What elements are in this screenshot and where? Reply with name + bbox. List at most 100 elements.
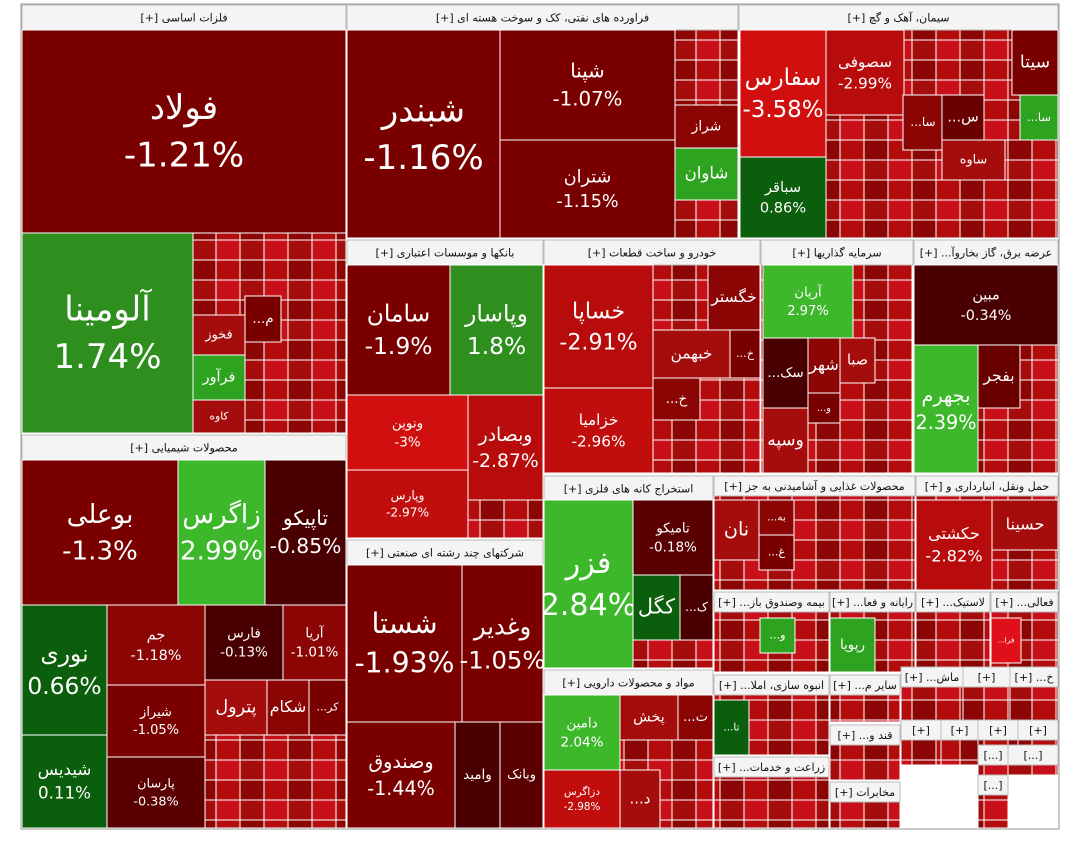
tile[interactable] [21, 232, 194, 434]
tile[interactable] [346, 29, 501, 239]
tile[interactable] [21, 459, 179, 606]
sector-title[interactable]: حمل ونقل، انبارداری و [+] [925, 480, 1049, 493]
tile[interactable] [204, 679, 268, 736]
sector-header[interactable] [977, 774, 1009, 796]
sector-title[interactable]: [...] [983, 749, 1002, 762]
tile[interactable] [1011, 29, 1059, 96]
sector-header[interactable] [543, 475, 714, 502]
sector-title[interactable]: [+] [951, 724, 969, 737]
tile[interactable] [674, 104, 739, 149]
tile[interactable] [177, 459, 266, 606]
sector-header[interactable] [829, 674, 901, 696]
sector-header[interactable] [346, 539, 544, 566]
tile[interactable] [990, 617, 1022, 664]
sector-title[interactable]: سایر م... [+] [833, 679, 897, 692]
tile[interactable] [652, 377, 701, 421]
sector-title[interactable]: خودرو و ساخت قطعات [+] [588, 247, 717, 260]
tile[interactable] [762, 264, 854, 339]
tile[interactable] [829, 617, 876, 673]
tile[interactable] [346, 469, 469, 539]
sector-header[interactable] [829, 781, 901, 803]
tile[interactable] [449, 264, 544, 396]
tile[interactable] [729, 329, 761, 379]
tile[interactable] [21, 604, 108, 736]
sector-header[interactable] [543, 669, 714, 696]
tile[interactable] [632, 574, 681, 641]
sector-title[interactable]: استخراج کانه های فلزی [+] [564, 483, 694, 496]
sector-title[interactable]: [...] [983, 779, 1002, 792]
tile[interactable] [282, 604, 347, 681]
sector-header[interactable] [713, 475, 916, 497]
tile[interactable] [977, 344, 1021, 409]
tile[interactable] [346, 264, 451, 396]
tile[interactable] [679, 574, 714, 641]
sector-title[interactable]: ماش... [+] [905, 671, 960, 684]
tile[interactable] [244, 295, 282, 343]
tile[interactable] [346, 721, 456, 829]
sector-title[interactable]: زراعت و خدمات... [+] [718, 761, 825, 774]
sector-title[interactable]: بانکها و موسسات اعتباری [+] [376, 247, 515, 260]
sector-title[interactable]: لاستیک... [+] [921, 596, 985, 609]
sector-header[interactable] [915, 591, 991, 613]
tile[interactable] [941, 94, 985, 141]
sector-title[interactable]: [+] [978, 671, 996, 684]
tile[interactable] [499, 139, 676, 239]
sector-header[interactable] [713, 591, 830, 613]
tile[interactable] [758, 534, 795, 571]
sector-header[interactable] [713, 674, 830, 696]
tile[interactable] [713, 699, 750, 756]
sector-title[interactable]: [...] [1023, 749, 1042, 762]
tile[interactable] [543, 694, 621, 771]
tile[interactable] [461, 564, 544, 723]
sector-header[interactable] [829, 591, 916, 613]
sector-title[interactable]: فلزات اساسی [+] [140, 12, 227, 25]
tile[interactable] [543, 264, 654, 389]
sector-header[interactable] [760, 239, 914, 266]
sector-header[interactable] [990, 591, 1059, 613]
tile[interactable] [913, 264, 1059, 346]
tile[interactable] [266, 679, 310, 736]
sector-title[interactable]: فراورده های نفتی، کک و سوخت هسته ای [+] [436, 12, 649, 25]
tile[interactable] [991, 499, 1059, 551]
tile[interactable] [264, 459, 347, 606]
sector-header[interactable] [1017, 719, 1059, 741]
tile[interactable] [543, 769, 621, 829]
sector-title[interactable]: مخابرات [+] [835, 786, 895, 799]
sector-header[interactable] [829, 724, 901, 746]
sector-header[interactable] [1009, 666, 1059, 688]
tile[interactable] [499, 29, 676, 141]
sector-header[interactable] [346, 239, 544, 266]
tile[interactable] [21, 734, 108, 829]
sector-title[interactable]: انبوه سازی، املا... [+] [719, 679, 824, 692]
tile[interactable] [739, 156, 827, 239]
sector-title[interactable]: سرمایه گذاریها [+] [792, 247, 881, 260]
sector-title[interactable]: خ... [+] [1015, 671, 1055, 684]
tile[interactable] [913, 344, 979, 474]
tile[interactable] [739, 29, 827, 158]
sector-title[interactable]: رایانه و فعا... [+] [832, 596, 913, 609]
sector-title[interactable]: مواد و محصولات دارویی [+] [562, 677, 694, 690]
sector-title[interactable]: عرضه برق، گاز بخاروآ... [+] [920, 246, 1052, 260]
sector-title[interactable]: سیمان، آهک و گچ [+] [847, 11, 949, 25]
tile[interactable] [677, 694, 714, 741]
tile[interactable] [21, 29, 347, 234]
tile[interactable] [308, 679, 347, 736]
tile[interactable] [759, 617, 796, 654]
tile[interactable] [467, 394, 544, 501]
tile[interactable] [941, 139, 1006, 181]
sector-header[interactable] [21, 4, 347, 31]
sector-title[interactable]: محصولات شیمیایی [+] [130, 442, 238, 455]
sector-title[interactable]: [+] [1029, 724, 1047, 737]
tile[interactable] [632, 499, 714, 576]
tile[interactable] [674, 147, 739, 201]
sector-title[interactable]: [+] [989, 724, 1007, 737]
sector-header[interactable] [713, 756, 830, 778]
tile[interactable] [543, 387, 654, 474]
tile[interactable] [825, 29, 905, 116]
tile[interactable] [619, 769, 661, 829]
tile[interactable] [106, 756, 206, 829]
sector-header[interactable] [1007, 744, 1059, 766]
sector-title[interactable]: فعالی... [+] [995, 596, 1053, 609]
tile[interactable] [106, 684, 206, 758]
tile[interactable] [106, 604, 206, 686]
